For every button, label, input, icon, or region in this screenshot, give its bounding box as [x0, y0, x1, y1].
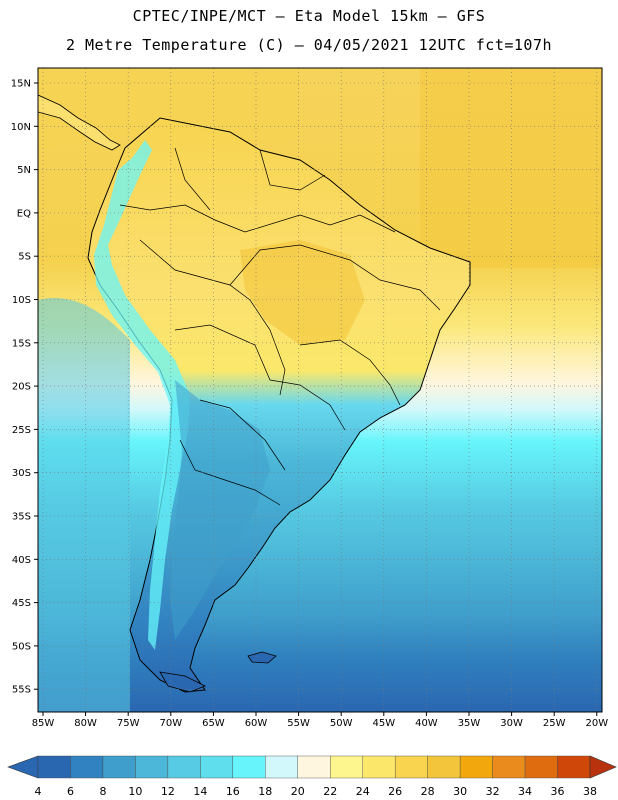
- lat-tick-label: 10N: [11, 122, 31, 133]
- colorbar-swatch: [362, 755, 396, 779]
- colorbar-swatch: [492, 755, 526, 779]
- lon-tick-label: 70W: [159, 718, 182, 729]
- colorbar-swatch: [232, 755, 266, 779]
- colorbar-swatch: [297, 755, 331, 779]
- colorbar: 4 6 8 10 12 14 16 18 20 22 24 26 28 30 32 34 36 38: [7, 755, 617, 798]
- colorbar-label: 24: [356, 785, 370, 798]
- lon-tick-label: 65W: [202, 718, 225, 729]
- central-america-land: [38, 94, 121, 151]
- lon-tick-label: 30W: [500, 718, 523, 729]
- lon-tick-label: 45W: [372, 718, 395, 729]
- colorbar-swatch: [427, 755, 461, 779]
- caribbean-warm-zone: [38, 68, 300, 150]
- colorbar-label: 8: [99, 785, 106, 798]
- country-borders: [119, 147, 441, 506]
- colorbar-swatch: [394, 755, 428, 779]
- warm-ocean-band: [420, 68, 602, 268]
- colorbar-swatch: [200, 755, 234, 779]
- colorbar-label: 22: [323, 785, 337, 798]
- lat-tick-label: 40S: [12, 555, 31, 566]
- colorbar-arrow-right: [589, 755, 617, 779]
- temperature-field: [38, 68, 602, 712]
- lat-lon-grid: [38, 68, 602, 712]
- colorbar-swatch: [330, 755, 363, 779]
- falkland-islands: [247, 651, 277, 664]
- colorbar-swatch: [557, 755, 591, 779]
- colorbar-arrow-left: [7, 755, 39, 779]
- lon-tick-label: 50W: [330, 718, 353, 729]
- colorbar-swatch: [37, 755, 71, 779]
- title-line-2: 2 Metre Temperature (C) – 04/05/2021 12U…: [65, 36, 553, 54]
- tierra-del-fuego: [159, 671, 206, 693]
- lon-tick-label: 40W: [415, 718, 438, 729]
- colorbar-label: 10: [128, 785, 142, 798]
- colorbar-label: 32: [486, 785, 500, 798]
- southern-cone-cool-zone: [170, 380, 270, 640]
- colorbar-label: 34: [518, 785, 532, 798]
- lat-tick-label: 15N: [11, 79, 31, 90]
- map-frame: [37, 67, 603, 713]
- colorbar-swatch: [102, 755, 136, 779]
- colorbar-label: 6: [67, 785, 74, 798]
- lon-tick-label: 85W: [32, 718, 55, 729]
- lon-tick-label: 75W: [117, 718, 140, 729]
- lat-tick-label: EQ: [17, 208, 31, 219]
- lat-tick-label: 50S: [12, 641, 31, 652]
- lon-tick-label: 25W: [543, 718, 566, 729]
- lat-tick-label: 35S: [12, 512, 31, 523]
- colorbar-swatch: [167, 755, 201, 779]
- lon-tick-label: 60W: [245, 718, 268, 729]
- colorbar-swatch: [524, 755, 558, 779]
- colorbar-label: 16: [226, 785, 240, 798]
- lat-tick-label: 45S: [12, 598, 31, 609]
- brazil-warm-core: [240, 240, 365, 345]
- title-line-1: CPTEC/INPE/MCT – Eta Model 15km – GFS: [132, 7, 486, 25]
- colorbar-label: 4: [35, 785, 42, 798]
- lat-tick-label: 20S: [12, 382, 31, 393]
- colorbar-label: 38: [583, 785, 597, 798]
- colorbar-swatch: [135, 755, 169, 779]
- colorbar-swatch: [459, 755, 493, 779]
- lat-tick-label: 30S: [12, 468, 31, 479]
- lon-tick-label: 80W: [74, 718, 97, 729]
- colorbar-label: 26: [388, 785, 402, 798]
- andes-cold-strip: [94, 140, 190, 650]
- lat-tick-label: 15S: [12, 338, 31, 349]
- lat-tick-label: 5N: [17, 165, 31, 176]
- lon-tick-label: 35W: [458, 718, 481, 729]
- colorbar-label: 14: [193, 785, 207, 798]
- lat-tick-label: 10S: [12, 295, 31, 306]
- colorbar-swatch: [265, 755, 298, 779]
- latitude-ticks: 15N 10N 5N EQ 5S 10S 15S 20S 25S 30S 35S 40S 45S 50S 5…: [11, 79, 38, 696]
- lat-tick-label: 55S: [12, 685, 31, 696]
- lon-tick-label: 20W: [585, 718, 608, 729]
- colorbar-label: 36: [551, 785, 565, 798]
- lat-tick-label: 5S: [18, 252, 31, 263]
- colorbar-label: 12: [161, 785, 175, 798]
- colorbar-label: 20: [291, 785, 305, 798]
- colorbar-label: 30: [453, 785, 467, 798]
- colorbar-swatch: [70, 755, 104, 779]
- lat-tick-label: 25S: [12, 425, 31, 436]
- lon-tick-label: 55W: [287, 718, 310, 729]
- colorbar-label: 28: [421, 785, 435, 798]
- colorbar-label: 18: [258, 785, 272, 798]
- pacific-cool-zone: [38, 298, 130, 712]
- longitude-ticks: 85W 80W 75W 70W 65W 60W 55W 50W 45W 40W 35W 30W 25W 2…: [32, 712, 608, 729]
